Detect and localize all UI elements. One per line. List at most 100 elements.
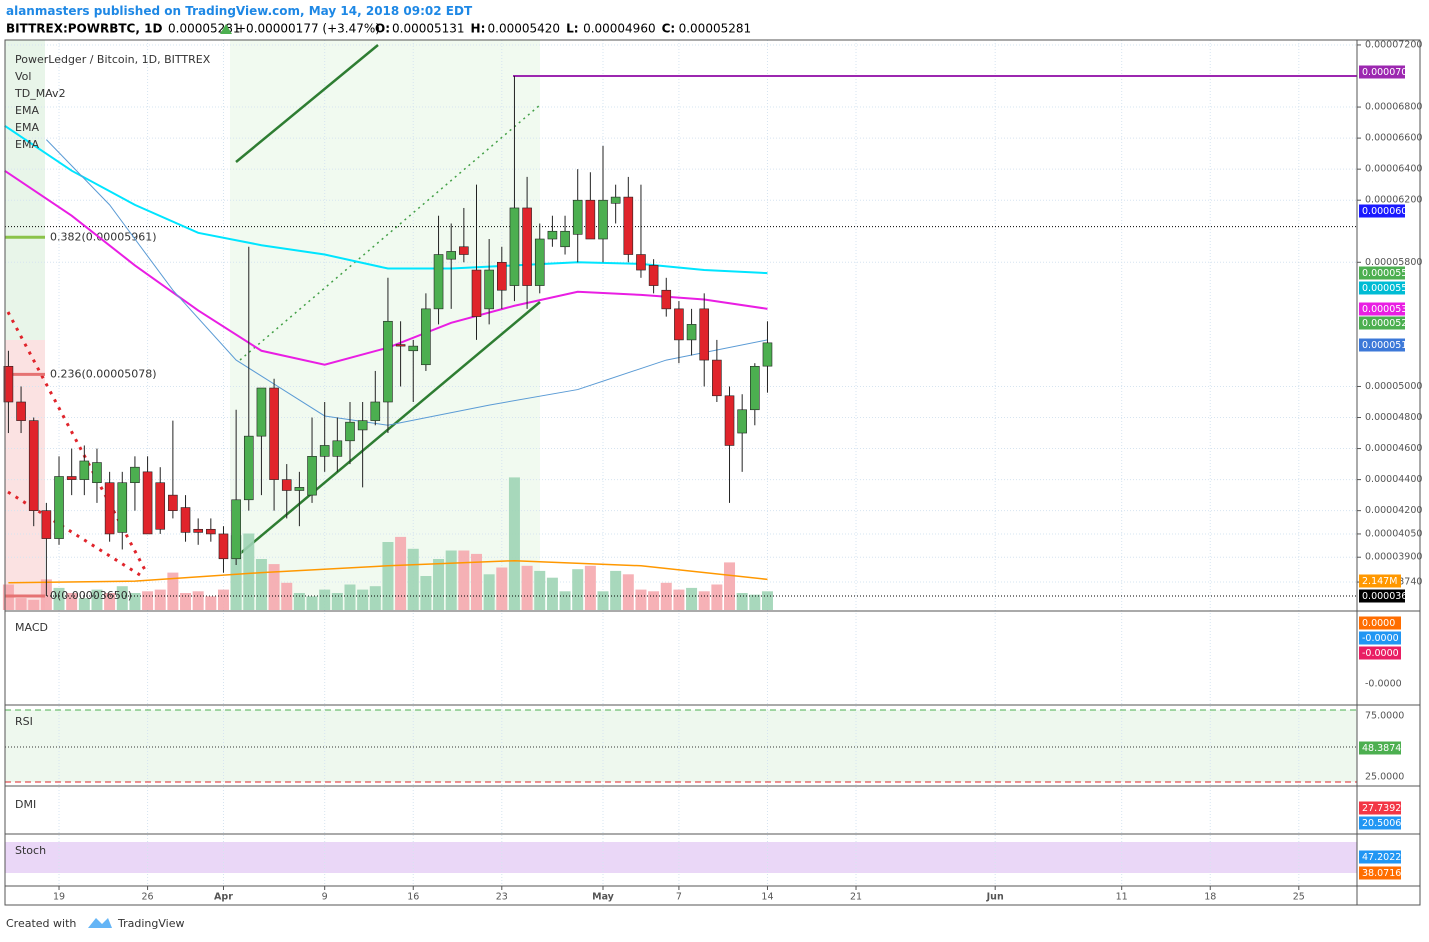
- volume-bar: [546, 577, 558, 610]
- x-tick-label: 18: [1204, 892, 1216, 903]
- legend-item: EMA: [15, 138, 39, 151]
- candle-body: [117, 482, 128, 533]
- y-tick-label: 0.00004600: [1365, 443, 1422, 454]
- candle-body: [370, 401, 381, 421]
- candle-body: [446, 251, 456, 260]
- volume-bar: [458, 550, 470, 610]
- candle-body: [180, 507, 191, 533]
- y-tick-label: 0.00006800: [1365, 102, 1422, 113]
- price-badge: [1359, 616, 1401, 630]
- price-badge-label: 0.00005584: [1362, 268, 1419, 279]
- x-tick-label: 14: [761, 892, 773, 903]
- candle-body: [585, 199, 596, 240]
- x-tick-label: May: [592, 892, 615, 903]
- legend-item: TD_MAv2: [14, 87, 66, 100]
- price-badge-label: 0.00005281: [1362, 318, 1419, 329]
- price-badge: [1359, 866, 1401, 880]
- candle-body: [572, 199, 583, 235]
- price-badge: [1359, 574, 1401, 588]
- volume-bar: [610, 570, 622, 610]
- price-badge-label: 27.7392: [1362, 803, 1401, 814]
- candle-body: [79, 460, 90, 480]
- volume-bar: [91, 589, 103, 610]
- volume-bar: [433, 559, 445, 610]
- candle-body: [661, 289, 672, 310]
- created-with: Created with: [6, 917, 76, 930]
- price-badge-label: 2.147M: [1362, 576, 1397, 587]
- volume-bar: [698, 591, 710, 610]
- change: +0.00000177 (+3.47%): [236, 22, 380, 36]
- price-badge-label: -0.0000: [1362, 633, 1399, 644]
- candle-body: [623, 196, 634, 255]
- logo: [88, 918, 112, 928]
- volume-bar: [496, 567, 508, 610]
- pane-label: RSI: [15, 715, 33, 728]
- price-badge: [1359, 631, 1401, 645]
- price-badge-label: 48.3874: [1362, 743, 1401, 754]
- ohlc-value: 0.00005131: [392, 22, 465, 36]
- candle-body: [332, 440, 343, 457]
- candle-body: [610, 196, 621, 204]
- pane-tick: 25.0000: [1365, 772, 1404, 783]
- candle-body: [206, 528, 216, 535]
- price-badge: [1359, 816, 1401, 830]
- volume-bar: [28, 599, 40, 610]
- volume-bar: [192, 591, 204, 610]
- volume-bar: [483, 574, 495, 610]
- candle-body: [636, 254, 646, 271]
- volume-bar: [331, 593, 343, 610]
- volume-bar: [470, 553, 482, 610]
- volume-bar: [319, 589, 331, 610]
- price-badge: [1359, 266, 1405, 280]
- candle-body: [256, 387, 267, 437]
- candle-body: [28, 420, 39, 511]
- price-badge: [1359, 741, 1401, 755]
- legend-item: Vol: [15, 70, 31, 83]
- price-badge-label: 0.0000: [1362, 618, 1395, 629]
- y-tick-label: 0.00005000: [1365, 381, 1422, 392]
- shade: [5, 40, 45, 340]
- volume-bar: [243, 533, 255, 610]
- price-badge: [1359, 65, 1405, 79]
- volume-bar: [142, 591, 154, 610]
- volume-bar: [53, 587, 65, 610]
- volume-ma: [8, 559, 768, 584]
- price-badge: [1359, 281, 1405, 295]
- volume-bar: [761, 591, 773, 610]
- volume-bar: [572, 569, 584, 610]
- candle-body: [395, 344, 406, 347]
- volume-bar: [508, 477, 520, 610]
- chart-title: PowerLedger / Bitcoin, 1D, BITTREX: [15, 53, 211, 66]
- candle-body: [218, 533, 229, 560]
- x-tick-label: 21: [850, 892, 862, 903]
- ema-line: [46, 139, 768, 426]
- candle-body: [522, 207, 532, 286]
- price-badge: [1359, 589, 1405, 603]
- candle-body: [269, 387, 279, 480]
- price-badge: [1359, 801, 1401, 815]
- candle-body: [231, 499, 241, 560]
- ohlc-key: L:: [566, 22, 578, 36]
- pane-tick: -0.0000: [1365, 679, 1402, 690]
- price-badge-label: 0.00005114: [1362, 340, 1419, 351]
- price-badge-label: -0.0000: [1362, 648, 1399, 659]
- pane-label: Stoch: [15, 844, 46, 857]
- frame: [4, 39, 1421, 906]
- volume-bar: [268, 564, 280, 610]
- price-badge: [1359, 850, 1401, 864]
- price-badge: [1359, 338, 1405, 352]
- y-tick-label: 0.00003900: [1365, 552, 1422, 563]
- candle-body: [598, 199, 608, 240]
- x-tick-label: 23: [496, 892, 508, 903]
- ohlc-key: H:: [471, 22, 486, 36]
- x-tick-label: 26: [142, 892, 154, 903]
- candle-body: [54, 476, 64, 539]
- y-tick-label: 0.00006200: [1365, 195, 1422, 206]
- candle-body: [408, 345, 419, 352]
- price-badge-label: 47.2022: [1362, 852, 1401, 863]
- price-badge: [1359, 204, 1405, 218]
- ohlc-value: 0.00005420: [488, 22, 561, 36]
- volume-bar: [724, 562, 736, 610]
- volume-bar: [534, 570, 546, 610]
